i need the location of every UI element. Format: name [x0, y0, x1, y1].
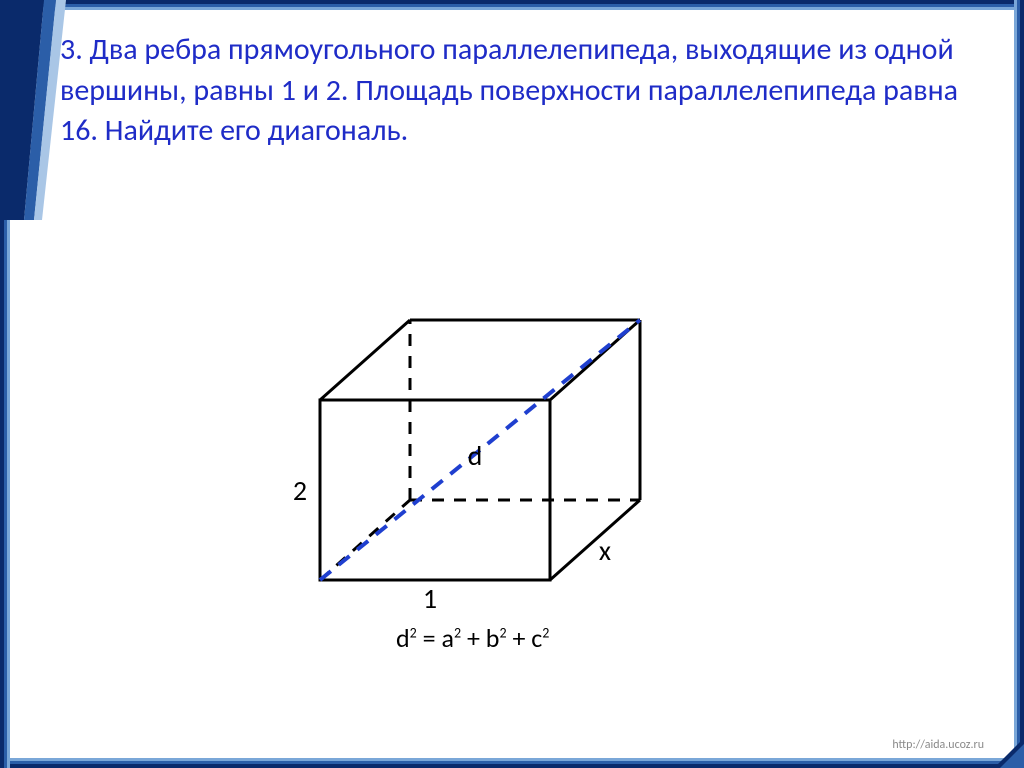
corner-accent-br — [994, 738, 1024, 768]
formula: d2 = a2 + b2 + c2 — [390, 620, 555, 656]
frame-top — [0, 0, 1024, 10]
frame-bottom — [0, 758, 1024, 768]
problem-text: 3. Два ребра прямоугольного параллелепип… — [60, 30, 964, 152]
formula-plus: + b — [467, 622, 500, 654]
slide-container: 3. Два ребра прямоугольного параллелепип… — [0, 0, 1024, 768]
formula-eq: = a — [423, 622, 454, 654]
formula-sup3: 2 — [499, 624, 506, 641]
label-d: d — [468, 438, 483, 473]
label-depth: x — [599, 533, 611, 568]
formula-plus2: + c — [512, 622, 542, 654]
formula-sup1: 2 — [410, 624, 417, 641]
formula-sup4: 2 — [542, 624, 549, 641]
footer-url: http://aida.ucoz.ru — [892, 738, 984, 752]
formula-d: d — [396, 622, 410, 654]
label-width: 1 — [423, 581, 437, 610]
formula-sup2: 2 — [454, 624, 461, 641]
label-height: 2 — [293, 473, 307, 508]
frame-right — [1014, 0, 1024, 768]
cuboid-diagram: d 2 1 x — [280, 300, 700, 610]
